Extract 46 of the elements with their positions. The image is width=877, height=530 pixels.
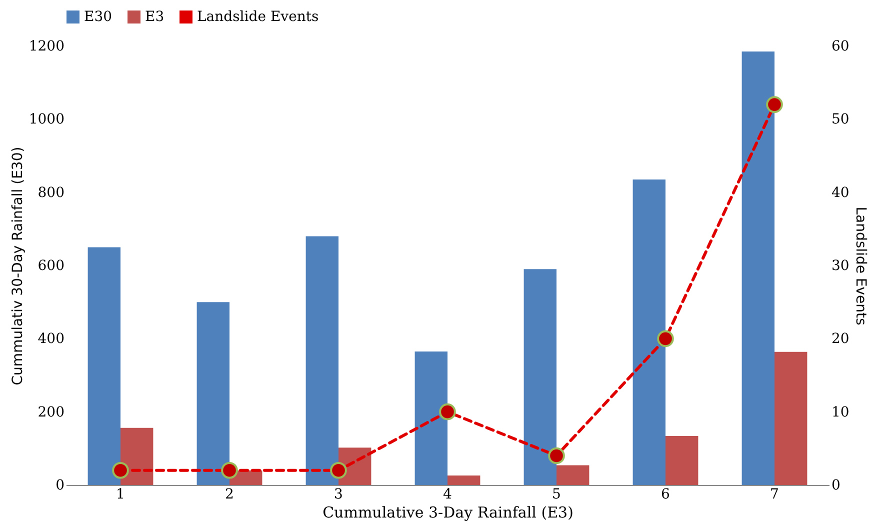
y2-tick-label: 0 xyxy=(832,478,840,494)
x-tick-label: 6 xyxy=(661,486,670,502)
point xyxy=(439,403,456,420)
x-tick-label: 4 xyxy=(443,486,452,502)
y2-axis-title: Landslide Events xyxy=(852,206,868,326)
legend-label: Landslide Events xyxy=(197,9,319,25)
y-tick-label: 400 xyxy=(38,331,64,348)
x-axis-title: Cummulative 3-Day Rainfall (E3) xyxy=(322,504,574,522)
y-tick-label: 800 xyxy=(38,184,64,201)
bar xyxy=(524,269,556,485)
y-tick-label: 0 xyxy=(56,478,64,494)
bar xyxy=(306,236,338,485)
bar xyxy=(632,180,666,485)
bar xyxy=(414,351,448,485)
bar xyxy=(448,475,480,485)
bar xyxy=(196,302,230,485)
bar xyxy=(120,428,154,485)
legend-label: E3 xyxy=(145,9,164,25)
legend-label: E30 xyxy=(84,9,112,25)
y-tick-label: 1200 xyxy=(28,38,64,54)
x-tick-label: 2 xyxy=(225,486,234,502)
bar xyxy=(556,465,590,485)
point xyxy=(766,96,783,113)
x-tick-label: 7 xyxy=(770,486,779,502)
x-tick-label: 5 xyxy=(552,486,561,502)
bar xyxy=(88,247,120,485)
point xyxy=(657,330,674,348)
y-tick-label: 1000 xyxy=(28,112,64,128)
y2-tick-label: 30 xyxy=(832,258,850,274)
y2-tick-label: 40 xyxy=(832,184,850,201)
y-tick-label: 600 xyxy=(38,258,64,274)
y2-tick-label: 50 xyxy=(832,112,850,128)
point xyxy=(330,462,347,479)
bar xyxy=(742,51,774,485)
bar xyxy=(666,436,698,485)
y2-tick-label: 20 xyxy=(832,331,850,348)
y-tick-label: 200 xyxy=(38,404,64,420)
point xyxy=(112,462,129,479)
point xyxy=(221,462,238,479)
x-tick-label: 1 xyxy=(116,486,125,502)
y2-tick-label: 10 xyxy=(832,404,850,420)
point xyxy=(548,447,565,464)
x-tick-label: 3 xyxy=(334,486,343,502)
y-axis-title: Cummulativ 30-Day Rainfall (E30) xyxy=(10,146,26,386)
bar xyxy=(774,352,808,485)
y2-tick-label: 60 xyxy=(832,38,850,54)
